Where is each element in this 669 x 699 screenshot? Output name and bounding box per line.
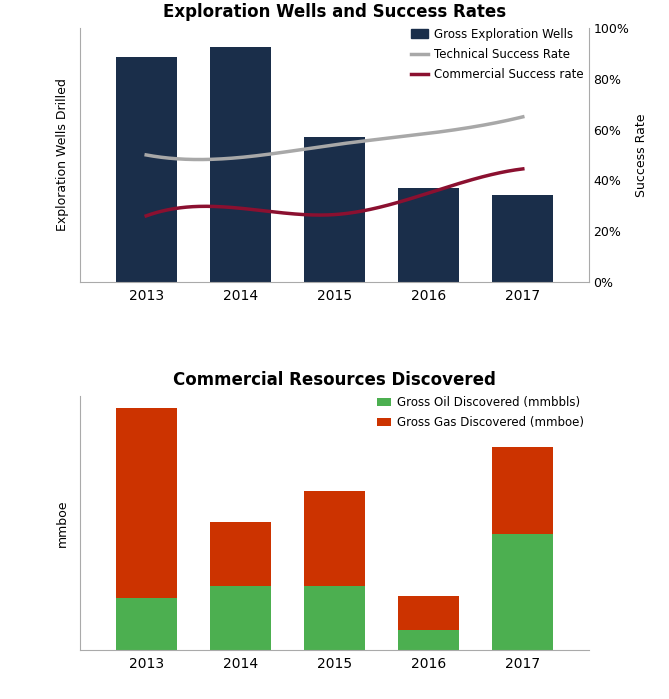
Bar: [210, 47, 271, 282]
Title: Exploration Wells and Success Rates: Exploration Wells and Success Rates: [163, 3, 506, 21]
Title: Commercial Resources Discovered: Commercial Resources Discovered: [173, 371, 496, 389]
Bar: [492, 447, 553, 534]
Bar: [116, 408, 177, 598]
Bar: [398, 596, 459, 630]
Bar: [492, 534, 553, 650]
Bar: [116, 57, 177, 282]
Y-axis label: Success Rate: Success Rate: [635, 113, 648, 196]
Y-axis label: Exploration Wells Drilled: Exploration Wells Drilled: [56, 78, 69, 231]
Legend: Gross Oil Discovered (mmbbls), Gross Gas Discovered (mmboe): Gross Oil Discovered (mmbbls), Gross Gas…: [372, 391, 589, 433]
Legend: Gross Exploration Wells, Technical Success Rate, Commercial Success rate: Gross Exploration Wells, Technical Succe…: [406, 23, 589, 85]
Bar: [304, 586, 365, 650]
Bar: [304, 137, 365, 282]
Bar: [210, 521, 271, 586]
Bar: [398, 187, 459, 282]
Bar: [210, 586, 271, 650]
Y-axis label: mmboe: mmboe: [56, 499, 69, 547]
Bar: [492, 195, 553, 282]
Bar: [398, 630, 459, 650]
Bar: [304, 491, 365, 586]
Bar: [116, 598, 177, 650]
